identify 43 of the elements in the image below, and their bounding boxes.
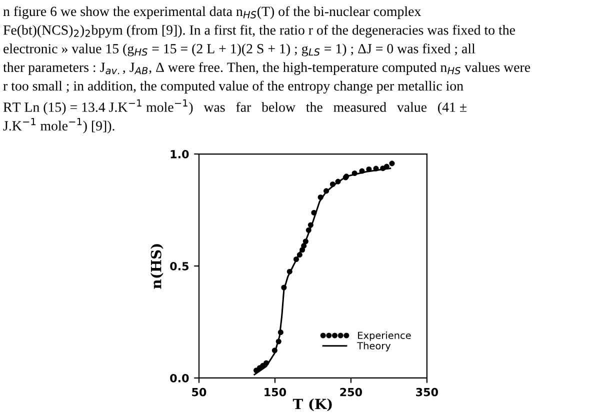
point xyxy=(300,247,306,253)
point xyxy=(264,360,270,366)
point xyxy=(318,194,324,200)
point xyxy=(301,243,307,249)
point xyxy=(281,284,287,290)
point xyxy=(276,338,282,344)
text: Fe(bt)(NCS)$_{2}$)$_{2}$bpym (from [9]). In a first fit, the ratio r of the degeneracies was fixed to the xyxy=(3,24,515,38)
x-tick-label: 50 xyxy=(192,388,206,396)
text: J.K$^{−1}$ mole$^{−1}$) [9]). xyxy=(3,118,114,134)
y-tick-label: 0.0 xyxy=(170,374,189,382)
point xyxy=(308,222,314,228)
y-tick-label: 0.5 xyxy=(170,262,188,270)
legend-label: Experience xyxy=(358,332,411,341)
point xyxy=(323,188,330,194)
text: r too small ; in addition, the computed value of the entropy change per metallic ion xyxy=(3,80,464,94)
point xyxy=(366,166,372,172)
x-tick-label: 350 xyxy=(416,388,438,396)
text: ther parameters : J$_{av.}$, J$_{AB}$, Δ were free. Then, the high-temperature computed n$_{HS}$ values were xyxy=(3,62,530,75)
point xyxy=(330,181,336,188)
point xyxy=(311,210,317,216)
point xyxy=(278,330,284,336)
text: n figure 6 we show the experimental data n$_{HS}$(T) of the bi-nuclear complex xyxy=(3,6,422,19)
x-axis-title: T (K) xyxy=(292,398,332,412)
point xyxy=(373,166,379,172)
point xyxy=(380,166,386,172)
text: electronic » value 15 (g$_{HS}$ = 15 = (2 L + 1)(2 S + 1) ; g$_{LS}$ = 1) ; ΔJ = 0 was fixed ; all xyxy=(4,43,476,56)
point xyxy=(286,268,292,274)
x-tick-label: 150 xyxy=(264,388,286,396)
x-tick-label: 250 xyxy=(340,388,362,396)
point xyxy=(359,168,365,174)
y-tick-label: 1.0 xyxy=(170,150,189,158)
point xyxy=(302,238,308,244)
point xyxy=(272,348,278,354)
point xyxy=(306,227,312,233)
text: RT Ln (15) = 13.4 J.K$^{−1}$ mole$^{−1}$) was far below the measured value (41 ± xyxy=(3,99,466,115)
point xyxy=(260,362,266,368)
y-axis-title: n(HS) xyxy=(150,244,164,289)
point xyxy=(352,170,358,176)
point xyxy=(293,256,300,262)
point xyxy=(296,252,302,258)
point xyxy=(335,178,341,184)
legend-label: Theory xyxy=(357,342,391,352)
point xyxy=(389,160,395,166)
